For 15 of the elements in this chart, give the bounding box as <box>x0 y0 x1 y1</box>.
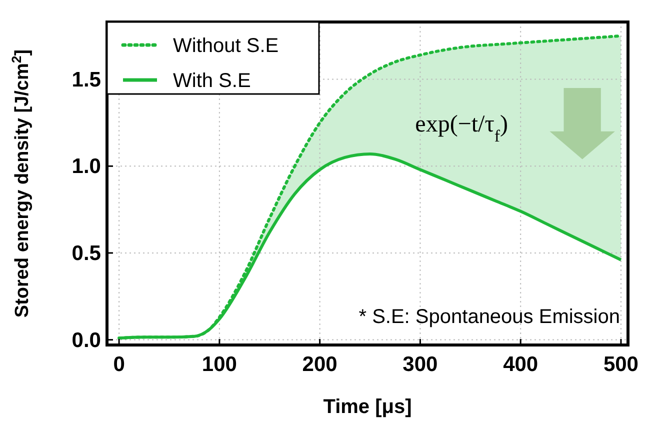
x-tick-label: 0 <box>113 353 125 376</box>
y-tick-label: 1.5 <box>72 68 102 92</box>
y-tick-label: 1.0 <box>72 155 101 178</box>
y-tick-label: 0.0 <box>72 328 101 352</box>
annotation: * S.E: Spontaneous Emission <box>358 306 620 328</box>
x-tick-label: 300 <box>402 353 438 376</box>
annotation: exp(−t/τ$_{f}$) <box>415 111 508 145</box>
x-tick-label: 200 <box>302 353 338 376</box>
legend-label: Without S.E <box>173 35 279 57</box>
x-axis-title: Time [μs] <box>323 396 412 418</box>
legend-label: With S.E <box>173 70 251 92</box>
y-tick-label: 0.5 <box>72 242 102 265</box>
x-tick-label: 500 <box>603 353 638 376</box>
x-tick-label: 400 <box>503 353 538 376</box>
x-tick-label: 100 <box>202 353 237 376</box>
